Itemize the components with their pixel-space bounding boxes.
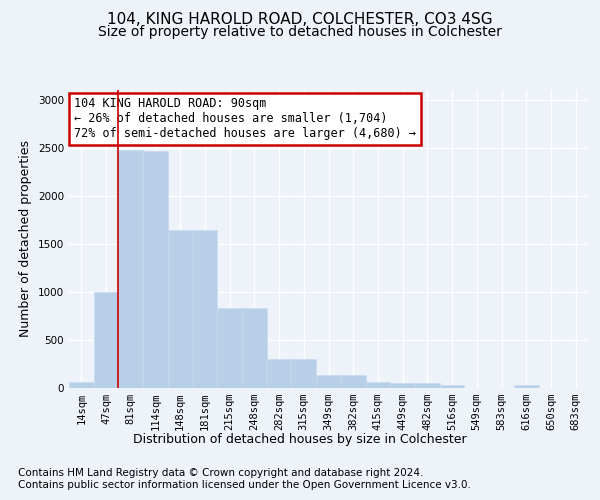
Text: Distribution of detached houses by size in Colchester: Distribution of detached houses by size …: [133, 432, 467, 446]
Bar: [168, 230, 193, 388]
Bar: [118, 150, 143, 388]
Bar: [415, 383, 440, 388]
Text: 104 KING HAROLD ROAD: 90sqm
← 26% of detached houses are smaller (1,704)
72% of : 104 KING HAROLD ROAD: 90sqm ← 26% of det…: [74, 98, 416, 140]
Bar: [94, 292, 118, 388]
Text: Size of property relative to detached houses in Colchester: Size of property relative to detached ho…: [98, 25, 502, 39]
Y-axis label: Number of detached properties: Number of detached properties: [19, 140, 32, 337]
Text: 104, KING HAROLD ROAD, COLCHESTER, CO3 4SG: 104, KING HAROLD ROAD, COLCHESTER, CO3 4…: [107, 12, 493, 28]
Bar: [242, 308, 267, 388]
Bar: [514, 385, 539, 388]
Bar: [267, 358, 292, 388]
Bar: [69, 382, 94, 388]
Bar: [143, 152, 168, 388]
Bar: [217, 308, 242, 388]
Bar: [390, 383, 415, 388]
Text: Contains public sector information licensed under the Open Government Licence v3: Contains public sector information licen…: [18, 480, 471, 490]
Text: Contains HM Land Registry data © Crown copyright and database right 2024.: Contains HM Land Registry data © Crown c…: [18, 468, 424, 477]
Bar: [365, 382, 390, 388]
Bar: [292, 358, 316, 388]
Bar: [316, 375, 341, 388]
Bar: [440, 384, 464, 388]
Bar: [341, 375, 365, 388]
Bar: [193, 230, 217, 388]
